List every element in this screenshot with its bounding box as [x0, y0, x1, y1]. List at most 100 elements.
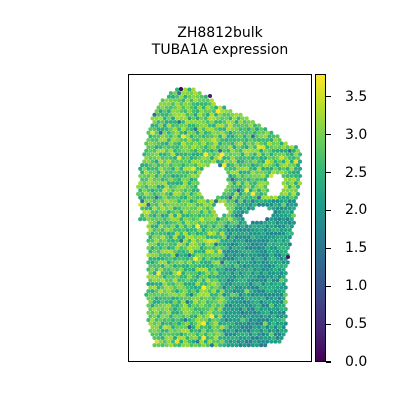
spot-point — [158, 238, 163, 243]
spot-point — [140, 163, 145, 168]
spot-point — [160, 155, 165, 161]
spot-point — [175, 152, 180, 157]
spot-point — [197, 191, 202, 197]
spot-point — [293, 173, 298, 179]
spot-point — [236, 310, 241, 315]
spot-point — [146, 274, 151, 279]
spot-point — [146, 195, 151, 200]
spot-point — [162, 195, 167, 200]
spot-point — [172, 235, 178, 240]
spot-point — [207, 253, 212, 258]
spot-point — [230, 242, 235, 247]
spot-point — [248, 166, 253, 171]
spot-point — [146, 296, 151, 301]
spot-point — [263, 184, 268, 189]
spot-point — [205, 307, 210, 312]
spot-point — [170, 202, 176, 207]
spot-point — [183, 310, 188, 315]
spot-point — [185, 292, 190, 297]
spot-point — [197, 256, 202, 261]
spot-point — [179, 267, 184, 272]
spot-point — [285, 224, 290, 229]
spot-point — [140, 199, 145, 204]
spot-point — [199, 166, 204, 171]
spot-point — [256, 195, 262, 200]
spot-point — [164, 263, 169, 269]
spot-point — [175, 116, 180, 121]
spot-point — [211, 116, 216, 121]
spot-point — [162, 116, 167, 121]
spot-point — [177, 343, 182, 348]
spot-point — [261, 260, 266, 265]
spot-point — [207, 310, 212, 315]
spot-point — [215, 123, 221, 128]
spot-point — [230, 206, 235, 211]
spot-point — [234, 307, 239, 312]
spot-point — [238, 249, 243, 254]
spot-point — [220, 116, 225, 121]
spot-point — [256, 303, 262, 308]
spot-point — [146, 188, 151, 193]
spot-point — [197, 271, 202, 276]
spot-point — [271, 307, 276, 312]
spot-point — [160, 127, 165, 132]
spot-point — [158, 310, 163, 315]
spot-point — [172, 343, 178, 348]
spot-point — [254, 184, 260, 189]
spot-point — [179, 209, 184, 215]
spot-point — [259, 134, 264, 139]
spot-point — [224, 317, 229, 323]
spot-point — [179, 317, 184, 323]
spot-point — [240, 123, 245, 128]
spot-point — [226, 220, 231, 225]
spot-point — [293, 166, 298, 171]
spot-point — [246, 256, 251, 261]
spot-point — [148, 134, 153, 139]
spot-point — [148, 299, 153, 305]
spot-point — [199, 116, 204, 121]
spot-point — [199, 238, 204, 243]
spot-point — [162, 245, 167, 251]
spot-point — [283, 220, 288, 225]
spot-point — [222, 112, 227, 117]
spot-point — [150, 317, 155, 323]
spot-point — [215, 109, 221, 114]
spot-point — [213, 278, 219, 283]
spot-point — [236, 238, 241, 243]
spot-point — [158, 137, 163, 143]
spot-point — [291, 184, 296, 189]
spot-point — [269, 202, 274, 207]
spot-point — [179, 253, 184, 258]
spot-point — [187, 238, 192, 243]
spot-point — [160, 148, 165, 153]
spot-point — [230, 148, 235, 153]
spot-point — [232, 281, 237, 287]
spot-point — [269, 332, 274, 337]
spot-point — [226, 299, 231, 305]
spot-point — [220, 281, 225, 287]
spot-point — [285, 260, 290, 265]
spot-point — [283, 227, 288, 233]
spot-point — [193, 314, 198, 319]
spot-point — [232, 253, 237, 258]
spot-point — [259, 292, 264, 297]
spot-point — [250, 314, 255, 319]
spot-point — [238, 314, 243, 319]
spot-point — [263, 134, 268, 139]
spot-point — [142, 181, 147, 186]
spot-point — [207, 137, 212, 143]
spot-point — [220, 296, 225, 301]
spot-point — [259, 191, 264, 197]
spot-point — [158, 253, 163, 258]
spot-point — [277, 332, 282, 337]
spot-point — [283, 155, 288, 161]
spot-point — [220, 245, 225, 251]
spot-point — [195, 145, 200, 150]
spot-point — [236, 274, 241, 279]
spot-point — [179, 137, 184, 143]
spot-point — [252, 339, 257, 344]
spot-point — [152, 263, 157, 269]
spot-point — [271, 249, 276, 254]
spot-point — [271, 271, 276, 276]
spot-point — [195, 289, 200, 294]
